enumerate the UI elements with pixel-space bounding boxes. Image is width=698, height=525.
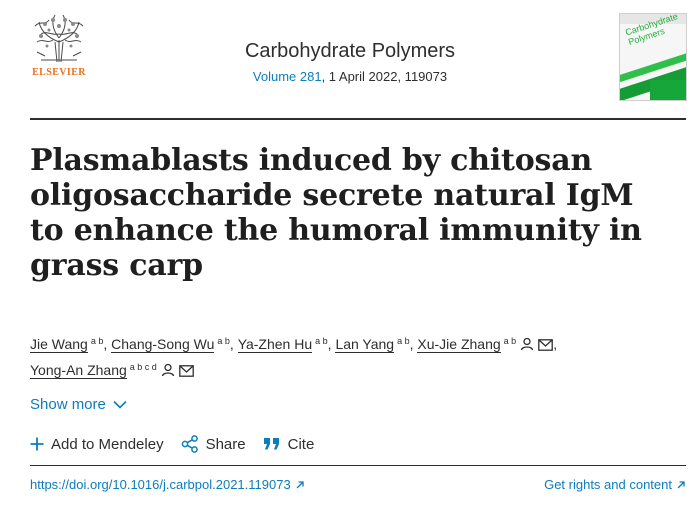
chevron-down-icon: [113, 400, 127, 409]
article-header: ELSEVIER Carbohydrate Polymers Volume 28…: [0, 0, 698, 118]
journal-info: Carbohydrate Polymers Volume 281, 1 Apri…: [150, 40, 550, 84]
author-affiliations[interactable]: a b: [217, 336, 230, 346]
cite-button[interactable]: Cite: [263, 435, 315, 453]
email-icon[interactable]: [178, 365, 194, 377]
author-affiliations[interactable]: a b: [90, 336, 104, 346]
author-name[interactable]: Yong-An Zhang: [30, 362, 127, 379]
elsevier-tree-logo-icon: [34, 14, 84, 63]
doi-url[interactable]: https://doi.org/10.1016/j.carbpol.2021.1…: [30, 477, 291, 492]
author-name[interactable]: Xu-Jie Zhang: [417, 336, 501, 353]
external-link-arrow-icon: [296, 480, 304, 488]
person-icon[interactable]: [161, 363, 175, 377]
cover-block: [650, 80, 686, 100]
quote-icon: [263, 438, 279, 450]
plus-icon: [30, 437, 44, 451]
author[interactable]: Ya-Zhen Hu a b: [237, 330, 328, 356]
author-affiliations[interactable]: a b c d: [129, 362, 157, 372]
author-separator: ,: [103, 336, 112, 352]
author-affiliations[interactable]: a b: [315, 336, 328, 346]
journal-title[interactable]: Carbohydrate Polymers: [244, 40, 456, 62]
show-more-label: Show more: [30, 396, 106, 413]
journal-cover-image[interactable]: Carbohydrate Polymers: [619, 13, 687, 101]
author-name[interactable]: Ya-Zhen Hu: [237, 336, 313, 353]
author[interactable]: Yong-An Zhang a b c d: [30, 356, 194, 382]
author-name[interactable]: Jie Wang: [30, 336, 88, 353]
author-list: Jie Wang a b, Chang-Song Wu a b, Ya-Zhen H…: [30, 330, 680, 382]
author-separator: ,: [553, 336, 558, 352]
issue-details: , 1 April 2022, 119073: [321, 69, 448, 84]
author-affiliations[interactable]: a b: [397, 336, 410, 346]
show-more-button[interactable]: Show more: [30, 396, 127, 413]
author[interactable]: Chang-Song Wu a b: [111, 330, 230, 356]
cover-header-strip: [620, 14, 686, 24]
share-icon: [181, 435, 198, 453]
author[interactable]: Lan Yang a b: [335, 330, 410, 356]
publisher-wordmark: ELSEVIER: [32, 67, 86, 78]
volume-link[interactable]: Volume 281: [252, 69, 322, 84]
author[interactable]: Jie Wang a b: [30, 330, 103, 356]
mendeley-label: Add to Mendeley: [51, 435, 164, 453]
external-link-arrow-icon: [677, 480, 685, 488]
share-button[interactable]: Share: [181, 435, 246, 453]
article-title: Plasmablasts induced by chitosan oligosa…: [30, 143, 642, 283]
rights-label[interactable]: Get rights and content: [544, 477, 672, 492]
person-icon[interactable]: [520, 337, 534, 351]
author-separator: ,: [327, 336, 336, 352]
journal-issue-info: Volume 281, 1 April 2022, 119073: [150, 69, 550, 84]
rights-and-content-link[interactable]: Get rights and content: [544, 477, 686, 492]
cite-label: Cite: [287, 435, 315, 453]
add-to-mendeley-button[interactable]: Add to Mendeley: [30, 436, 164, 453]
author-name[interactable]: Chang-Song Wu: [111, 336, 215, 353]
article-actions: Add to Mendeley Share Cite: [30, 435, 331, 453]
author[interactable]: Xu-Jie Zhang a b: [417, 330, 554, 356]
actions-divider: [30, 465, 686, 466]
share-label: Share: [205, 435, 246, 453]
publisher-logo[interactable]: ELSEVIER: [27, 12, 89, 82]
email-icon[interactable]: [538, 339, 554, 351]
author-separator: ,: [229, 336, 238, 352]
doi-link[interactable]: https://doi.org/10.1016/j.carbpol.2021.1…: [30, 477, 305, 492]
author-affiliations[interactable]: a b: [503, 336, 517, 346]
author-separator: ,: [409, 336, 418, 352]
header-divider: [30, 118, 686, 120]
author-name[interactable]: Lan Yang: [335, 336, 395, 353]
